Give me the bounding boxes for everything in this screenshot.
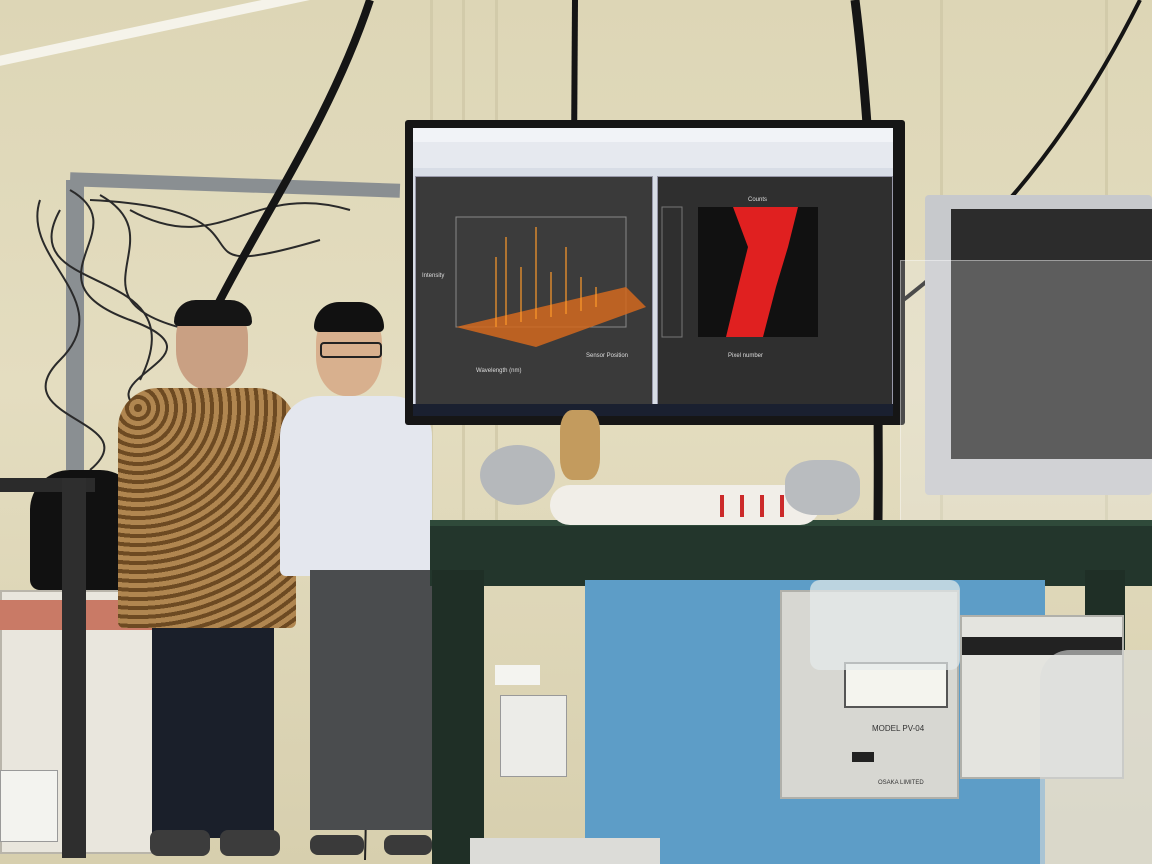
plot-title: Counts [748,197,767,203]
hair [174,300,252,326]
shoe [220,830,280,856]
control-panel [0,770,58,842]
y-axis-label: Intensity [422,273,444,279]
batik-shirt [118,388,296,628]
x-axis-label: Wavelength (nm) [476,368,521,374]
plot-3d: Intensity Wavelength (nm) Sensor Positio… [422,216,646,374]
monitor-screen: Intensity Wavelength (nm) Sensor Positio… [413,128,893,416]
plot-2d-pane: Counts Pixel number [657,176,893,408]
table-leg [432,570,484,864]
z-axis-label: Sensor Position [586,353,628,359]
plot-3d-pane: Intensity Wavelength (nm) Sensor Positio… [415,176,653,408]
maker-label: OSAKA LIMITED [878,780,924,786]
hair [314,302,384,332]
rack-post [62,478,86,858]
covered-monitor [925,195,1152,495]
plastic-bag [810,580,960,670]
lab-table [430,520,1152,586]
app-menubar [413,128,893,142]
foreground-plastic [1040,650,1152,864]
shoe [384,835,432,855]
model-label: MODEL PV-04 [872,724,925,733]
floor-device [470,838,660,864]
plastic-wrap [900,260,1152,522]
stripe [720,495,724,517]
person-left [110,300,300,860]
x-axis-label: Pixel number [728,353,763,359]
shoe [150,830,210,856]
white-shirt [280,396,432,576]
app-toolbar [413,142,893,168]
stripe [740,495,744,517]
glasses [320,342,382,358]
brass-probe [560,410,600,480]
person-right [280,300,440,860]
computer-monitor: Intensity Wavelength (nm) Sensor Positio… [405,120,905,425]
trousers [310,570,432,830]
small-device [500,695,567,777]
small-device [495,665,540,685]
switch [852,752,874,762]
sensor-head [480,445,555,505]
wrapped-cable [550,485,820,525]
covered-monitor-screen [951,209,1152,459]
stripe [760,495,764,517]
trousers [152,628,274,838]
taskbar [413,404,893,416]
stripe [780,495,784,517]
sensor-head [785,460,860,515]
shelf-post [66,180,84,470]
plot-2d: Counts Pixel number [661,197,818,359]
shoe [310,835,364,855]
